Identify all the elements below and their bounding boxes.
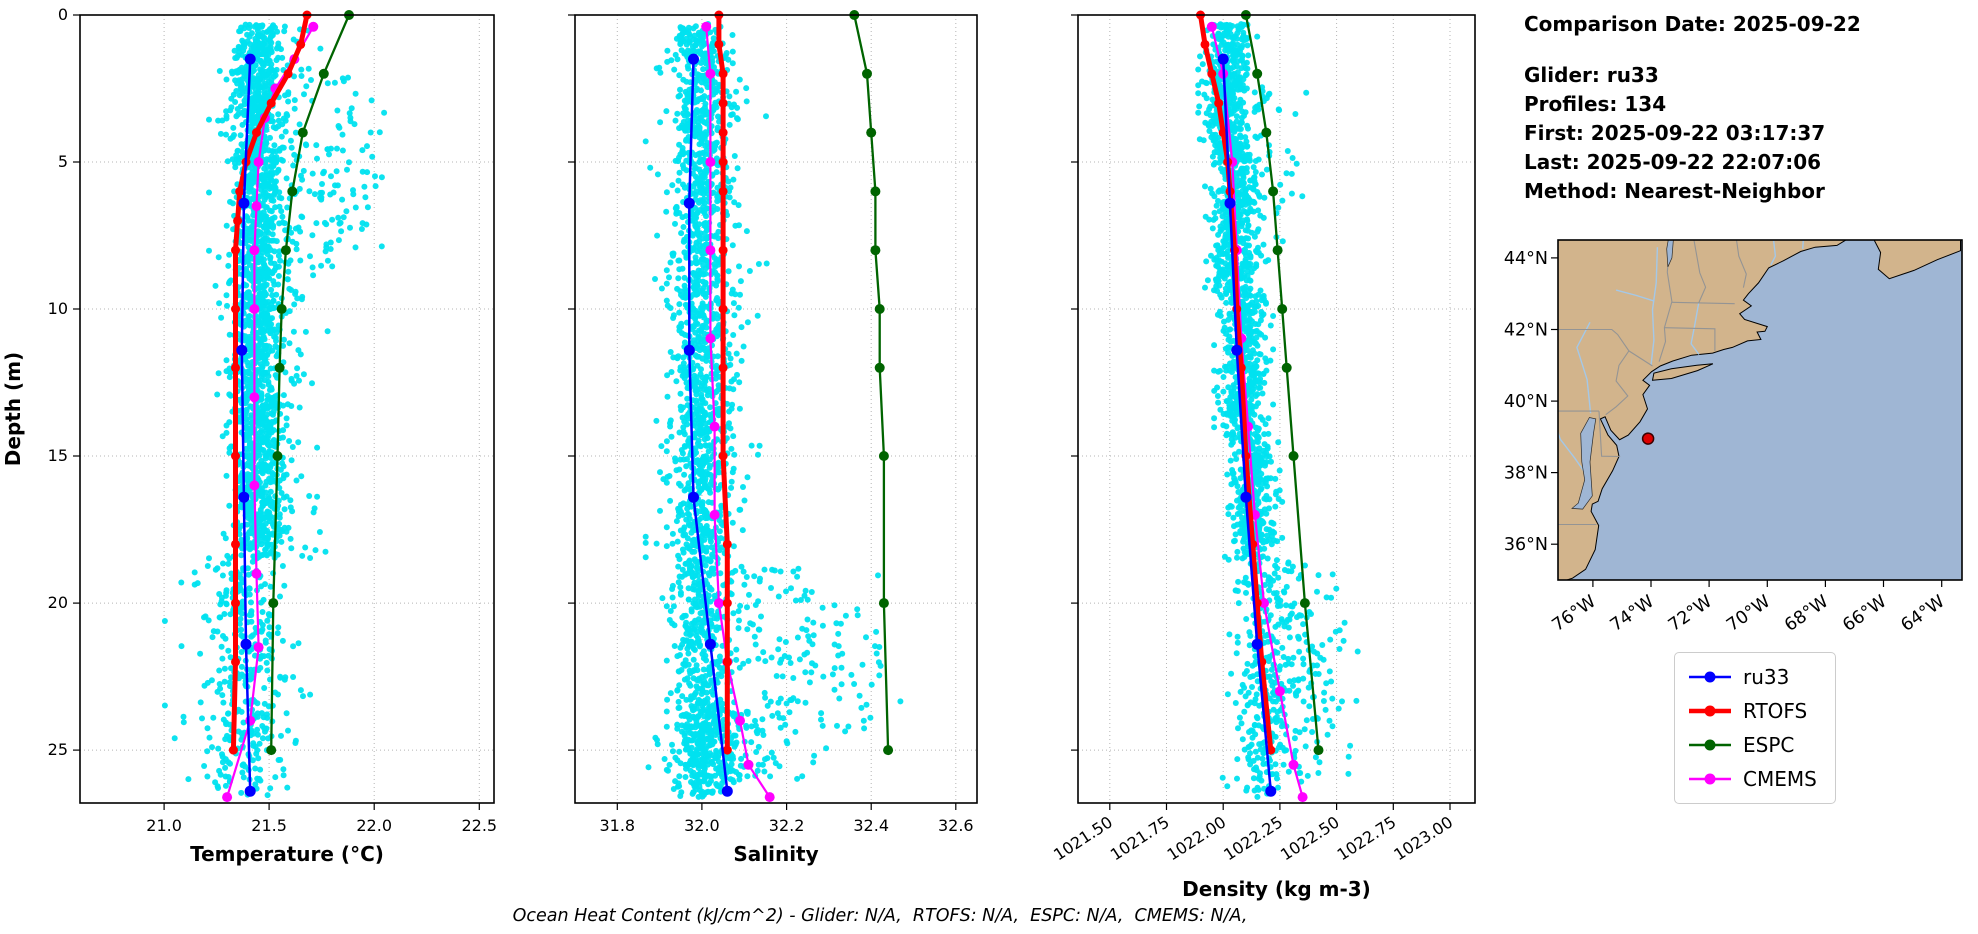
svg-text:22.0: 22.0: [356, 816, 392, 835]
axis-tick-labels: 31.8 32.0 32.2 32.4 32.6: [599, 816, 973, 835]
state-border-line: [1664, 327, 1716, 351]
depth-axis-label: Depth (m): [1, 352, 25, 466]
ocean-heat-content-note: Ocean Heat Content (kJ/cm^2) - Glider: N…: [512, 906, 1248, 926]
series-ru33: [236, 53, 256, 797]
series-ESPC: [1240, 10, 1324, 756]
legend-line-sample: [1689, 671, 1731, 683]
series-ESPC: [266, 10, 354, 756]
glider-scatter-points: [161, 21, 388, 799]
map-frame: [1557, 239, 1963, 581]
legend-item-ESPC: ESPC: [1687, 731, 1817, 759]
map-geography: [1558, 240, 1962, 580]
svg-text:5: 5: [58, 152, 68, 171]
plot-frame: [574, 14, 978, 804]
svg-text:32.2: 32.2: [769, 816, 805, 835]
plot-frame: [79, 14, 495, 804]
svg-text:32.4: 32.4: [853, 816, 889, 835]
axis-tick-labels: 1021.501021.751022.001022.251022.501022.…: [1050, 812, 1456, 864]
svg-text:31.8: 31.8: [599, 816, 635, 835]
plot-frame: [1077, 14, 1476, 804]
svg-text:21.5: 21.5: [251, 816, 287, 835]
density-profile-xlabel: Density (kg m-3): [1182, 877, 1371, 901]
legend-label: RTOFS: [1743, 699, 1808, 723]
last-profile-time: Last: 2025-09-22 22:07:06: [1524, 150, 1822, 174]
river-line: [1650, 247, 1659, 366]
river-line: [1690, 302, 1700, 355]
axis-tick-labels: 21.0 21.5 22.0 22.5 0 5 10 15 20 25: [48, 5, 497, 835]
temperature-profile-chart: 21.0 21.5 22.0 22.5 0 5 10 15 20 25 Temperature (°…: [1, 5, 497, 866]
salinity-profile-chart: 31.8 32.0 32.2 32.4 32.6 Salinity: [568, 10, 978, 866]
profiles-count: Profiles: 134: [1524, 92, 1667, 116]
temperature-profile-xlabel: Temperature (°C): [190, 842, 384, 866]
glider-metadata: Glider: ru33 Profiles: 134 First: 2025-0…: [1524, 61, 1861, 206]
series-RTOFS: [228, 10, 312, 755]
svg-text:10: 10: [48, 299, 68, 318]
legend-label: ru33: [1743, 665, 1790, 689]
svg-text:32.0: 32.0: [684, 816, 720, 835]
series-ru33: [683, 53, 733, 797]
bay-polygon: [1666, 240, 1674, 267]
salinity-profile-xlabel: Salinity: [733, 842, 818, 866]
legend-line-sample: [1689, 773, 1731, 785]
series-ESPC: [849, 10, 894, 756]
land-polygon: [1558, 240, 1847, 580]
legend: ru33 RTOFS ESPC CMEMS: [1674, 652, 1836, 804]
river-line: [1576, 321, 1592, 414]
state-border-line: [1693, 240, 1707, 304]
legend-item-RTOFS: RTOFS: [1687, 697, 1817, 725]
comparison-date: Comparison Date: 2025-09-22: [1524, 12, 1861, 36]
map-axis-ticks: [1551, 257, 1943, 587]
density-profile-chart: 1021.501021.751022.001022.251022.501022.…: [1050, 10, 1476, 901]
svg-text:25: 25: [48, 740, 68, 759]
state-border-line: [1598, 411, 1621, 458]
svg-text:20: 20: [48, 593, 68, 612]
river-line: [1802, 240, 1805, 249]
axis-ticks: [73, 14, 480, 810]
river-line: [1558, 430, 1585, 472]
glider-scatter-points: [642, 21, 904, 800]
svg-text:21.0: 21.0: [146, 816, 182, 835]
series-ru33: [1217, 53, 1277, 797]
glider-location-map: 76°W 74°W 72°W 70°W 68°W 66°W 64°W44°N42°N40°N…: [1504, 239, 1963, 636]
state-border-line: [1628, 350, 1653, 367]
svg-text:15: 15: [48, 446, 68, 465]
comparison-method: Method: Nearest-Neighbor: [1524, 179, 1825, 203]
svg-text:0: 0: [58, 5, 68, 24]
legend-line-sample: [1689, 739, 1731, 751]
svg-text:32.6: 32.6: [938, 816, 974, 835]
axis-ticks: [568, 14, 957, 810]
legend-line-sample: [1689, 705, 1731, 717]
first-profile-time: First: 2025-09-22 03:17:37: [1524, 121, 1826, 145]
river-line: [1615, 289, 1654, 302]
glider-name: Glider: ru33: [1524, 63, 1659, 87]
axis-ticks: [1071, 14, 1451, 810]
state-border-line: [1735, 240, 1747, 288]
river-line: [1770, 240, 1777, 266]
land-polygon: [1651, 363, 1714, 381]
legend-item-CMEMS: CMEMS: [1687, 765, 1817, 793]
metadata-panel: Comparison Date: 2025-09-22 Glider: ru33…: [1524, 10, 1861, 206]
legend-label: CMEMS: [1743, 767, 1817, 791]
grid-lines: [575, 14, 977, 803]
bay-polygon: [1571, 417, 1597, 510]
state-border-line: [1671, 301, 1735, 305]
legend-item-ru33: ru33: [1687, 663, 1817, 691]
state-border-line: [1558, 328, 1630, 416]
glider-position-marker: [1641, 432, 1655, 445]
svg-text:22.5: 22.5: [461, 816, 497, 835]
legend-label: ESPC: [1743, 733, 1795, 757]
